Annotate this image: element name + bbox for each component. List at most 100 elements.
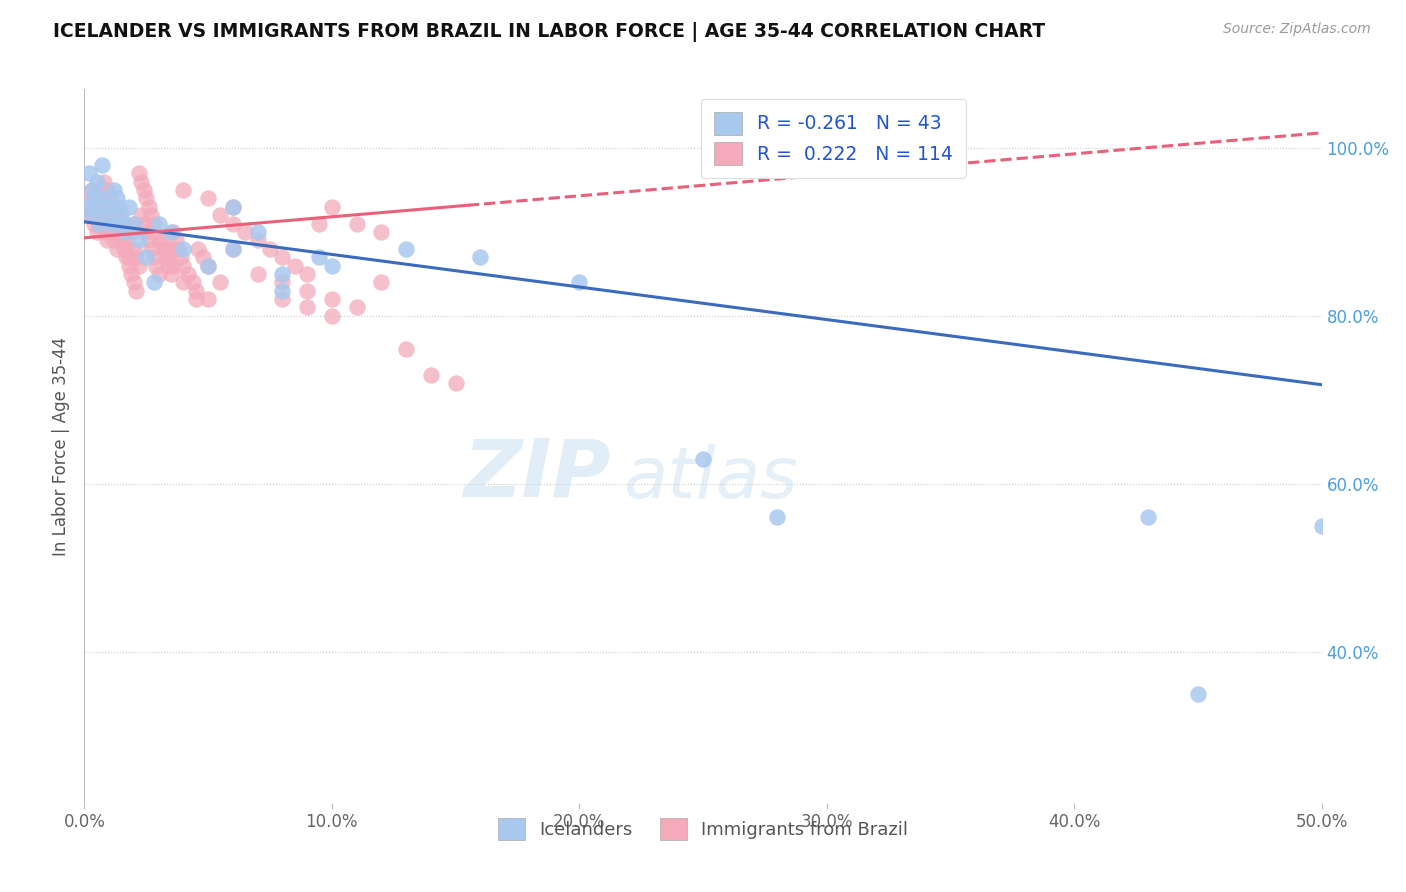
Point bbox=[692, 451, 714, 466]
Point bbox=[321, 259, 343, 273]
Point bbox=[148, 267, 170, 281]
Point bbox=[118, 200, 141, 214]
Point bbox=[110, 217, 132, 231]
Point bbox=[138, 200, 160, 214]
Point bbox=[76, 200, 98, 214]
Point bbox=[76, 200, 98, 214]
Point bbox=[155, 250, 177, 264]
Point bbox=[93, 191, 115, 205]
Point bbox=[766, 510, 789, 524]
Point bbox=[129, 208, 152, 222]
Point bbox=[271, 292, 294, 306]
Point bbox=[233, 225, 256, 239]
Point bbox=[246, 225, 269, 239]
Point bbox=[89, 208, 111, 222]
Point bbox=[100, 200, 122, 214]
Point bbox=[271, 284, 294, 298]
Point bbox=[141, 242, 163, 256]
Point bbox=[100, 225, 122, 239]
Point bbox=[98, 217, 121, 231]
Point bbox=[118, 250, 141, 264]
Point bbox=[115, 250, 138, 264]
Point bbox=[141, 208, 163, 222]
Point bbox=[112, 217, 135, 231]
Point bbox=[222, 200, 245, 214]
Point bbox=[142, 217, 165, 231]
Point bbox=[96, 183, 118, 197]
Point bbox=[110, 233, 132, 247]
Point bbox=[93, 225, 115, 239]
Point bbox=[118, 259, 141, 273]
Point bbox=[308, 250, 330, 264]
Point bbox=[271, 267, 294, 281]
Point bbox=[271, 250, 294, 264]
Point bbox=[80, 191, 103, 205]
Point bbox=[321, 292, 343, 306]
Point bbox=[370, 225, 392, 239]
Point bbox=[321, 309, 343, 323]
Point bbox=[444, 376, 467, 390]
Point bbox=[105, 191, 128, 205]
Point bbox=[98, 208, 121, 222]
Point bbox=[209, 208, 232, 222]
Text: ICELANDER VS IMMIGRANTS FROM BRAZIL IN LABOR FORCE | AGE 35-44 CORRELATION CHART: ICELANDER VS IMMIGRANTS FROM BRAZIL IN L… bbox=[53, 22, 1046, 42]
Point bbox=[108, 200, 131, 214]
Point bbox=[108, 225, 131, 239]
Point bbox=[295, 284, 318, 298]
Point bbox=[80, 208, 103, 222]
Point bbox=[209, 275, 232, 289]
Y-axis label: In Labor Force | Age 35-44: In Labor Force | Age 35-44 bbox=[52, 336, 70, 556]
Point bbox=[1137, 510, 1160, 524]
Point bbox=[197, 259, 219, 273]
Point bbox=[93, 175, 115, 189]
Point bbox=[89, 217, 111, 231]
Point bbox=[419, 368, 441, 382]
Point bbox=[135, 250, 157, 264]
Point bbox=[160, 242, 183, 256]
Point bbox=[197, 292, 219, 306]
Point bbox=[103, 183, 125, 197]
Point bbox=[222, 242, 245, 256]
Point bbox=[90, 217, 112, 231]
Point bbox=[152, 242, 174, 256]
Point bbox=[112, 225, 135, 239]
Point bbox=[125, 250, 148, 264]
Point bbox=[148, 217, 170, 231]
Point bbox=[112, 242, 135, 256]
Point bbox=[86, 200, 108, 214]
Point bbox=[142, 250, 165, 264]
Point bbox=[120, 225, 142, 239]
Point bbox=[105, 242, 128, 256]
Point bbox=[162, 259, 184, 273]
Point bbox=[308, 217, 330, 231]
Text: atlas: atlas bbox=[623, 443, 797, 513]
Point bbox=[122, 217, 145, 231]
Point bbox=[177, 267, 200, 281]
Point bbox=[80, 183, 103, 197]
Point bbox=[148, 233, 170, 247]
Point bbox=[1187, 687, 1209, 701]
Point bbox=[150, 233, 173, 247]
Point bbox=[222, 200, 245, 214]
Point bbox=[157, 259, 180, 273]
Point bbox=[89, 208, 111, 222]
Point bbox=[122, 275, 145, 289]
Point bbox=[170, 250, 193, 264]
Point bbox=[152, 242, 174, 256]
Point bbox=[83, 191, 105, 205]
Point bbox=[321, 200, 343, 214]
Point bbox=[86, 200, 108, 214]
Point bbox=[122, 217, 145, 231]
Point bbox=[138, 233, 160, 247]
Point bbox=[187, 242, 209, 256]
Point bbox=[103, 233, 125, 247]
Point bbox=[79, 208, 101, 222]
Point bbox=[105, 217, 128, 231]
Point bbox=[167, 242, 190, 256]
Point bbox=[197, 259, 219, 273]
Point bbox=[86, 175, 108, 189]
Point bbox=[172, 259, 194, 273]
Point bbox=[128, 233, 150, 247]
Point bbox=[112, 233, 135, 247]
Point bbox=[295, 267, 318, 281]
